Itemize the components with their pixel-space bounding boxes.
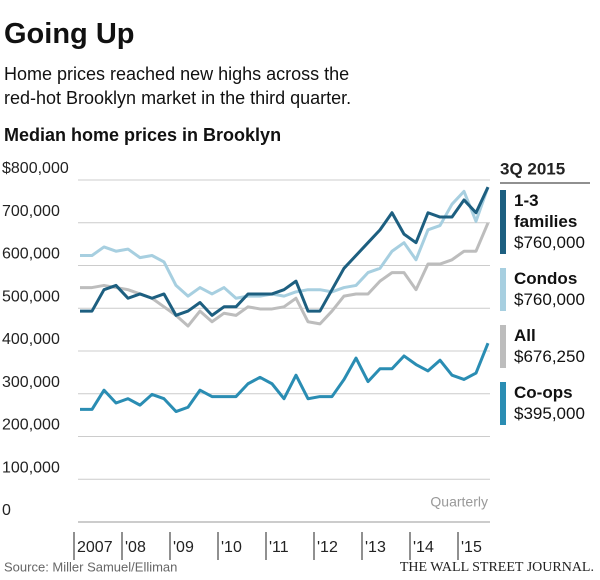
legend-text: 1-3 families $760,000 bbox=[514, 190, 594, 254]
x-tick-label: '15 bbox=[461, 539, 482, 556]
series-line bbox=[80, 186, 490, 317]
x-tick-label: '09 bbox=[173, 539, 194, 556]
y-tick-label: 500,000 bbox=[2, 288, 60, 305]
source: Source: Miller Samuel/Elliman bbox=[4, 559, 177, 574]
y-tick-label: $800,000 bbox=[2, 160, 69, 177]
legend-entry: Condos $760,000 bbox=[500, 268, 596, 311]
y-tick-label: 400,000 bbox=[2, 331, 60, 348]
y-tick-label: 300,000 bbox=[2, 374, 60, 391]
subtitle: Home prices reached new highs across the… bbox=[4, 64, 352, 108]
legend: 1-3 families $760,000 Condos $760,000 All $67… bbox=[500, 190, 596, 425]
legend-value: $676,250 bbox=[514, 347, 585, 366]
legend-text: All $676,250 bbox=[514, 325, 594, 368]
x-tick-label: 2007 bbox=[77, 539, 113, 556]
publisher: THE WALL STREET JOURNAL. bbox=[400, 560, 594, 575]
legend-title: 3Q 2015 bbox=[500, 159, 565, 178]
y-tick-label: 0 bbox=[2, 502, 11, 519]
x-tick-label: '10 bbox=[221, 539, 242, 556]
legend-entry: All $676,250 bbox=[500, 325, 596, 368]
legend-label: Co-ops bbox=[514, 383, 573, 402]
legend-text: Co-ops $395,000 bbox=[514, 382, 594, 425]
legend-swatch bbox=[500, 190, 506, 254]
series-line bbox=[80, 342, 490, 414]
legend-label: 1-3 families bbox=[514, 191, 578, 231]
x-tick-label: '13 bbox=[365, 539, 386, 556]
y-tick-label: 600,000 bbox=[2, 246, 60, 263]
legend-value: $760,000 bbox=[514, 290, 585, 309]
legend-value: $760,000 bbox=[514, 233, 585, 252]
legend-swatch bbox=[500, 325, 506, 368]
x-note: Quarterly bbox=[430, 494, 488, 510]
x-tick-label: '08 bbox=[125, 539, 146, 556]
x-tick-label: '14 bbox=[413, 539, 434, 556]
legend-swatch bbox=[500, 382, 506, 425]
x-tick-label: '12 bbox=[317, 539, 338, 556]
legend-entry: Co-ops $395,000 bbox=[500, 382, 596, 425]
y-tick-label: 700,000 bbox=[2, 203, 60, 220]
title: Going Up bbox=[4, 18, 135, 50]
y-tick-label: 200,000 bbox=[2, 417, 60, 434]
legend-text: Condos $760,000 bbox=[514, 268, 594, 311]
series-line bbox=[80, 186, 490, 300]
legend-value: $395,000 bbox=[514, 404, 585, 423]
legend-entry: 1-3 families $760,000 bbox=[500, 190, 596, 254]
series-line bbox=[80, 222, 490, 328]
legend-label: All bbox=[514, 326, 536, 345]
chart-title: Median home prices in Brooklyn bbox=[4, 125, 282, 145]
legend-label: Condos bbox=[514, 269, 578, 288]
legend-swatch bbox=[500, 268, 506, 311]
x-tick-label: '11 bbox=[269, 539, 289, 556]
y-tick-label: 100,000 bbox=[2, 459, 60, 476]
